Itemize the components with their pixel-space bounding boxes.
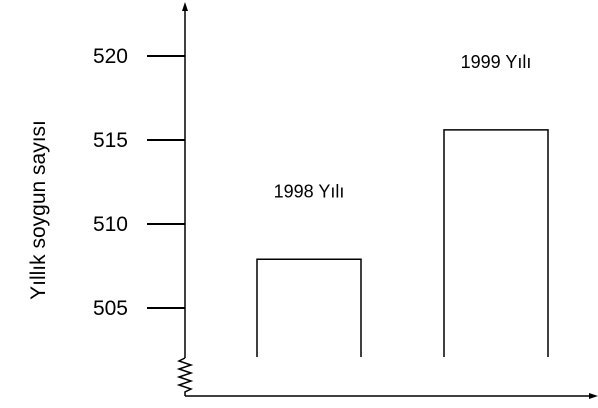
bar-1998 [256, 258, 362, 357]
y-axis-title: Yıllık soygun sayısı [27, 120, 50, 300]
y-tick-label-515: 515 [93, 129, 128, 152]
bar-labels: 1998 Yılı 1999 Yılı [274, 52, 532, 201]
bar-1999 [443, 129, 549, 357]
y-tick-label-520: 520 [93, 45, 128, 68]
y-tick-labels: 505 510 515 520 [93, 45, 128, 320]
bar-label-1998: 1998 Yılı [274, 181, 345, 201]
y-tick-label-510: 510 [93, 213, 128, 236]
bars [256, 129, 549, 357]
bar-label-1999: 1999 Yılı [461, 52, 532, 72]
axis-break-zigzag [176, 357, 194, 396]
y-tick-label-505: 505 [93, 297, 128, 320]
x-axis-arrowhead [589, 393, 598, 399]
y-axis-arrowhead [182, 2, 188, 11]
y-ticks [147, 55, 185, 309]
